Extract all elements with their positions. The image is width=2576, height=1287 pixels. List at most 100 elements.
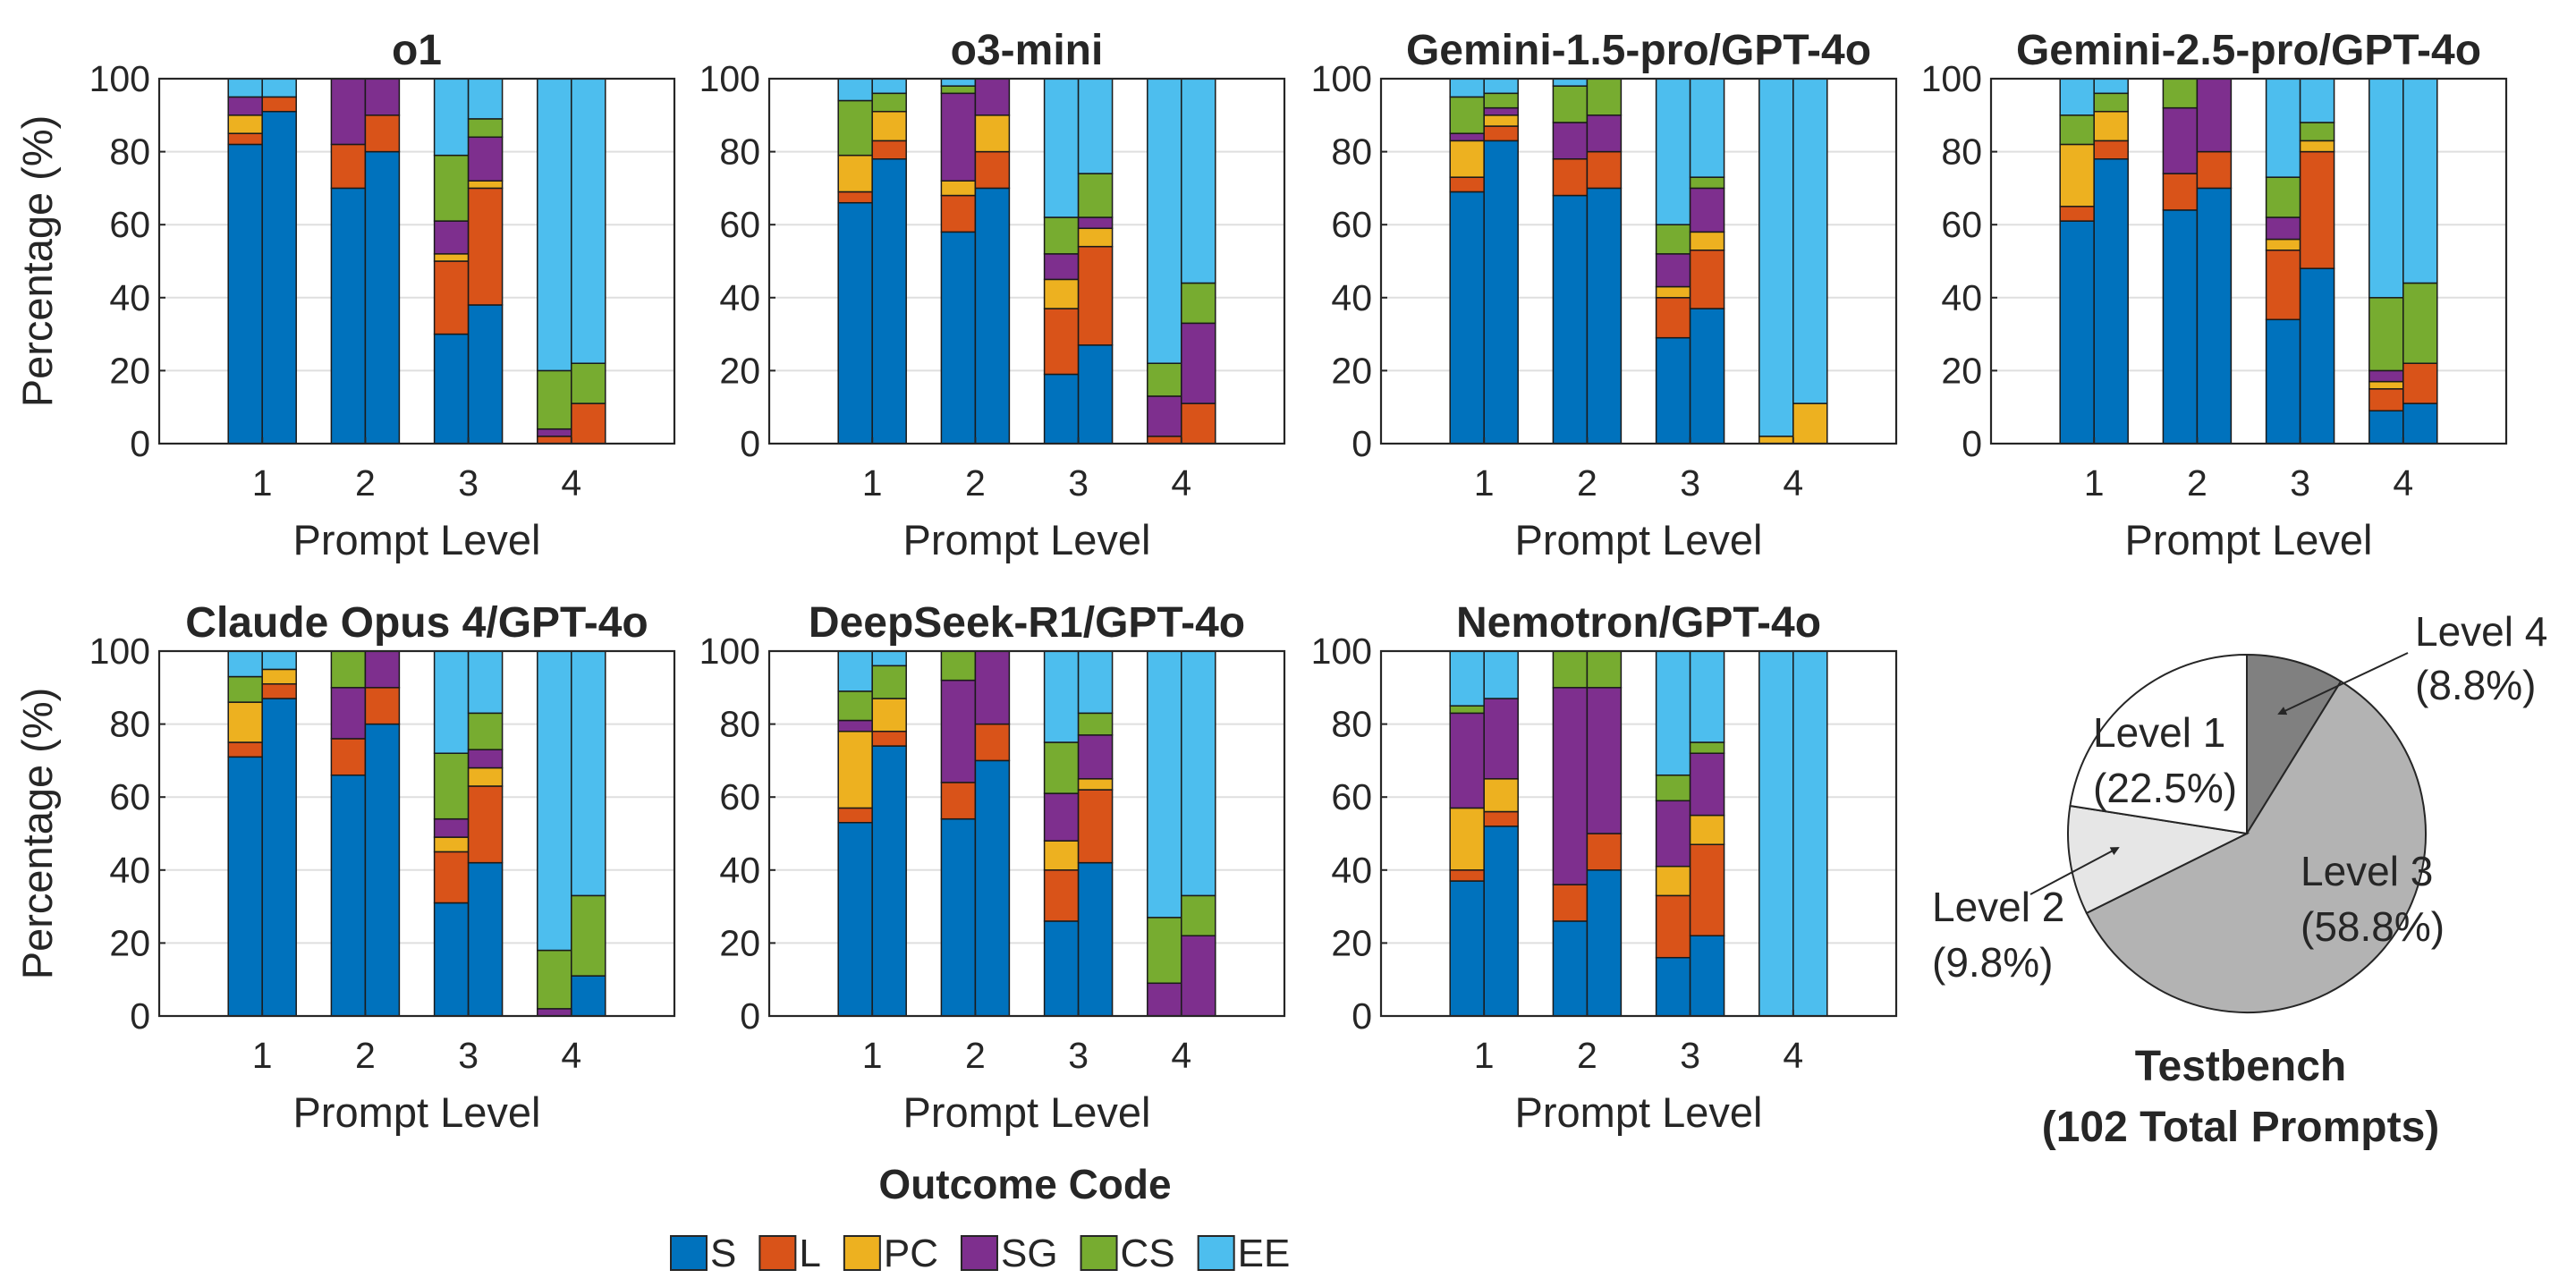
y-tick-label: 100 (89, 58, 150, 99)
bar-segment-sg (467, 136, 504, 182)
bar-segment-l (1655, 297, 1691, 339)
stacked-bar (1758, 78, 1794, 445)
bar-segment-s (1483, 140, 1519, 445)
bar-segment-cs (1655, 774, 1691, 802)
bar-segment-sg (1449, 132, 1485, 142)
bar-segment-cs (1449, 96, 1485, 134)
testbench-pie-chart: Level 4 (8.8%) Level 3 (58.8%) Level 2 (9.8%)… (1932, 608, 2547, 1013)
x-tick-label: 2 (2187, 462, 2207, 504)
stacked-bar (1483, 650, 1519, 1017)
bar-segment-l (1689, 250, 1725, 309)
bar-segment-ee (1655, 650, 1691, 776)
panel-title: Claude Opus 4/GPT-4o (185, 599, 648, 647)
pie-value-label: (9.8%) (1932, 939, 2053, 986)
bar-segment-s (940, 231, 977, 445)
bar-segment-cs (467, 118, 504, 139)
bar-segment-sg (1043, 792, 1080, 842)
bar-segment-ee (837, 650, 873, 692)
bar-segment-l (940, 194, 977, 233)
bar-segment-ee (261, 78, 297, 98)
x-tick-label: 1 (862, 462, 883, 504)
bar-segment-l (974, 150, 1011, 190)
bar-segment-s (261, 698, 297, 1017)
y-tick-label: 40 (1941, 277, 1982, 318)
bar-segment-sg (1181, 322, 1216, 404)
bar-segment-s (2368, 410, 2404, 445)
bar-segment-sg (1689, 752, 1725, 817)
stacked-bar (1147, 650, 1182, 1017)
stacked-bar (330, 650, 367, 1017)
legend-item-sg: SG (960, 1232, 1058, 1275)
bar-segment-s (1043, 373, 1080, 445)
legend-item-cs: CS (1080, 1232, 1175, 1275)
y-tick-label: 20 (719, 350, 760, 391)
bar-segment-s (1552, 920, 1589, 1017)
bar-segment-s (2196, 187, 2233, 445)
bar-segment-pc (1758, 436, 1794, 445)
bar-segment-s (1043, 920, 1080, 1017)
bar-segment-pc (1077, 778, 1114, 791)
panel-title: o1 (392, 27, 442, 74)
x-tick-label: 1 (252, 1035, 273, 1076)
bar-segment-sg (974, 78, 1011, 116)
x-axis-label: Prompt Level (2125, 516, 2373, 563)
bar-segment-l (1655, 894, 1691, 959)
bar-segment-s (1655, 956, 1691, 1017)
bar-segment-l (571, 402, 606, 445)
bar-segment-pc (467, 180, 504, 190)
x-tick-label: 2 (1577, 1035, 1597, 1076)
panel-title: Gemini-2.5-pro/GPT-4o (2016, 27, 2481, 74)
y-tick-label: 80 (109, 704, 150, 745)
bar-segment-pc (2368, 380, 2404, 390)
bar-segment-cs (2368, 297, 2404, 372)
x-axis-label: Prompt Level (903, 516, 1151, 563)
y-tick-label: 60 (719, 204, 760, 245)
bar-segment-sg (433, 220, 470, 255)
legend: Outcome Code S L PC SG CS EE (670, 1161, 1290, 1275)
bar-segment-cs (1077, 173, 1114, 218)
axes-box (157, 649, 676, 1018)
stacked-bar (1792, 78, 1828, 445)
bar-segment-ee (537, 650, 572, 952)
stacked-bar (261, 78, 297, 445)
y-tick-label: 20 (719, 922, 760, 963)
legend-label: S (710, 1232, 736, 1275)
pie-value-label: (22.5%) (2093, 765, 2237, 811)
bar-segment-ee (1181, 650, 1216, 897)
y-tick-label: 0 (1352, 423, 1372, 464)
bar-segment-sg (1689, 187, 1725, 233)
bar-segment-l (227, 132, 263, 146)
bar-segment-l (1147, 436, 1182, 445)
bar-segment-l (227, 741, 263, 758)
bar-segment-l (467, 785, 504, 864)
x-tick-label: 4 (1171, 1035, 1191, 1076)
bar-segment-sg (1077, 734, 1114, 780)
x-tick-label: 2 (355, 1035, 376, 1076)
bar-segment-cs (1181, 894, 1216, 936)
bar-panel: 0 20 40 60 80 100 1 2 3 4 o1 Prompt Level Percentage… (13, 27, 676, 563)
bar-segment-ee (1043, 78, 1080, 218)
axes-box (1379, 649, 1898, 1018)
x-tick-label: 2 (355, 462, 376, 504)
bar-segment-cs (2265, 176, 2301, 218)
y-tick-label: 40 (719, 850, 760, 891)
bar-segment-ee (1792, 78, 1828, 404)
bar-segment-cs (1552, 85, 1589, 123)
stacked-bar (1147, 78, 1182, 445)
y-axis-label: Percentage (%) (13, 115, 61, 408)
x-tick-label: 4 (2393, 462, 2413, 504)
bar-segment-sg (2162, 106, 2199, 174)
bar-segment-s (2265, 318, 2301, 445)
bar-segment-cs (1586, 650, 1623, 689)
x-tick-label: 3 (2290, 462, 2310, 504)
bar-segment-l (837, 807, 873, 824)
stacked-bar (1483, 78, 1519, 445)
bar-segment-s (1077, 344, 1114, 445)
bar-segment-cs (2402, 282, 2438, 364)
bar-segment-cs (1147, 362, 1182, 397)
bar-segment-ee (433, 78, 470, 157)
legend-swatch (758, 1235, 797, 1271)
axes-box (1379, 77, 1898, 445)
stacked-bar (2402, 78, 2438, 445)
bar-segment-s (571, 975, 606, 1017)
